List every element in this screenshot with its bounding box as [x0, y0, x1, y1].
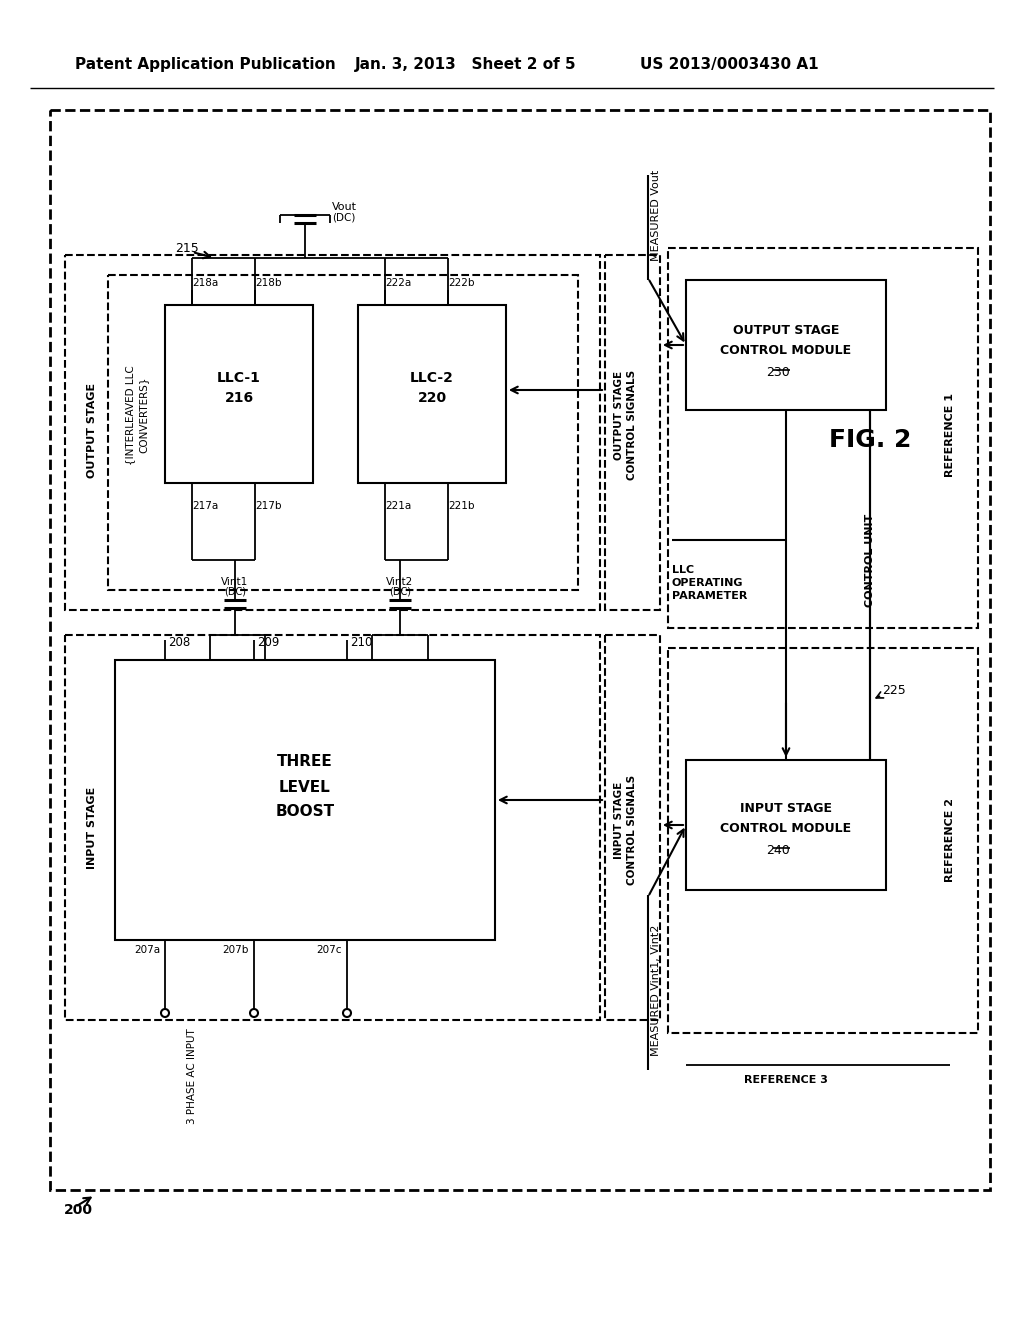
Bar	[605, 635, 660, 1020]
Text: (DC): (DC)	[224, 587, 246, 597]
Text: (DC): (DC)	[332, 213, 355, 223]
Bar	[50, 110, 990, 1191]
Text: Vint2: Vint2	[386, 577, 414, 587]
Text: Vint1: Vint1	[221, 577, 249, 587]
Text: 3 PHASE AC INPUT: 3 PHASE AC INPUT	[187, 1028, 197, 1123]
Text: 240: 240	[766, 843, 790, 857]
Text: LLC-1: LLC-1	[217, 371, 261, 385]
Text: CONTROL SIGNALS: CONTROL SIGNALS	[627, 370, 637, 480]
Text: LLC: LLC	[672, 565, 694, 576]
Text: 222b: 222b	[449, 279, 474, 288]
Text: FIG. 2: FIG. 2	[828, 428, 911, 451]
Text: 221a: 221a	[385, 502, 412, 511]
Text: OPERATING: OPERATING	[672, 578, 743, 587]
Text: CONTROL MODULE: CONTROL MODULE	[721, 343, 852, 356]
Text: CONTROL MODULE: CONTROL MODULE	[721, 821, 852, 834]
Text: US 2013/0003430 A1: US 2013/0003430 A1	[640, 58, 818, 73]
Text: 221b: 221b	[449, 502, 474, 511]
Text: 218b: 218b	[255, 279, 282, 288]
Bar	[358, 305, 506, 483]
Text: 230: 230	[766, 366, 790, 379]
Text: 216: 216	[224, 391, 254, 405]
Text: CONTROL UNIT: CONTROL UNIT	[865, 513, 874, 607]
Text: BOOST: BOOST	[275, 804, 335, 820]
Text: CONVERTERS}: CONVERTERS}	[138, 376, 148, 453]
Bar	[165, 305, 313, 483]
Text: MEASURED Vint1, Vint2: MEASURED Vint1, Vint2	[651, 924, 662, 1056]
Bar	[108, 275, 578, 590]
Text: 225: 225	[882, 684, 906, 697]
Text: 207c: 207c	[316, 945, 342, 954]
Bar	[668, 248, 978, 628]
Text: 210: 210	[350, 636, 373, 649]
Text: 207a: 207a	[134, 945, 160, 954]
Text: 200: 200	[63, 1203, 93, 1217]
Text: 208: 208	[168, 636, 190, 649]
Text: THREE: THREE	[278, 755, 333, 770]
Text: MEASURED Vout: MEASURED Vout	[651, 169, 662, 260]
Bar	[668, 648, 978, 1034]
Text: 220: 220	[418, 391, 446, 405]
Text: INPUT STAGE: INPUT STAGE	[614, 781, 624, 858]
Text: OUTPUT STAGE: OUTPUT STAGE	[733, 323, 840, 337]
Text: (DC): (DC)	[389, 587, 411, 597]
Text: 217b: 217b	[255, 502, 282, 511]
Text: 207b: 207b	[222, 945, 249, 954]
Text: Vout: Vout	[332, 202, 357, 213]
Text: REFERENCE 3: REFERENCE 3	[744, 1074, 828, 1085]
Text: LEVEL: LEVEL	[280, 780, 331, 795]
Text: REFERENCE 1: REFERENCE 1	[945, 393, 955, 477]
Text: REFERENCE 2: REFERENCE 2	[945, 799, 955, 882]
Text: {INTERLEAVED LLC: {INTERLEAVED LLC	[125, 366, 135, 465]
Text: OUTPUT STAGE: OUTPUT STAGE	[87, 383, 97, 478]
Bar	[686, 280, 886, 411]
Text: Jan. 3, 2013   Sheet 2 of 5: Jan. 3, 2013 Sheet 2 of 5	[355, 58, 577, 73]
Bar	[115, 660, 495, 940]
Text: 209: 209	[257, 636, 280, 649]
Text: Patent Application Publication: Patent Application Publication	[75, 58, 336, 73]
Text: 218a: 218a	[193, 279, 218, 288]
Bar	[605, 255, 660, 610]
Text: INPUT STAGE: INPUT STAGE	[87, 787, 97, 869]
Bar	[65, 255, 600, 610]
Text: 215: 215	[175, 242, 199, 255]
Text: INPUT STAGE: INPUT STAGE	[740, 801, 831, 814]
Bar	[65, 635, 600, 1020]
Bar	[686, 760, 886, 890]
Text: 222a: 222a	[385, 279, 412, 288]
Text: 217a: 217a	[193, 502, 218, 511]
Text: OUTPUT STAGE: OUTPUT STAGE	[614, 371, 624, 459]
Text: CONTROL SIGNALS: CONTROL SIGNALS	[627, 775, 637, 886]
Text: LLC-2: LLC-2	[410, 371, 454, 385]
Text: PARAMETER: PARAMETER	[672, 591, 748, 601]
